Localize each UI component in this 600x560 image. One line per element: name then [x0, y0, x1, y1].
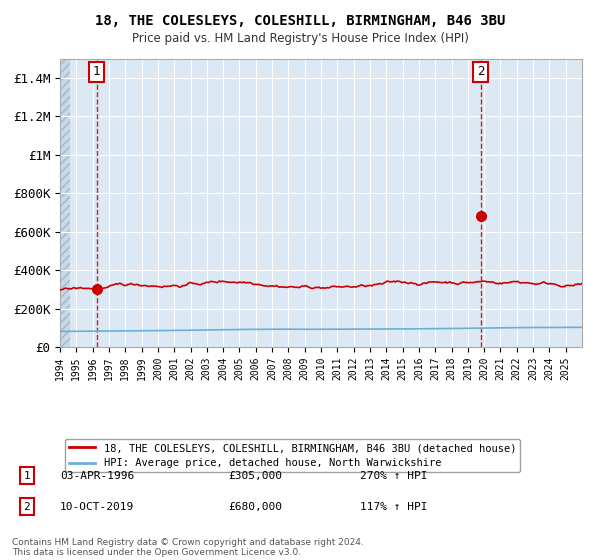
Text: 10-OCT-2019: 10-OCT-2019	[60, 502, 134, 511]
Text: 117% ↑ HPI: 117% ↑ HPI	[360, 502, 427, 511]
Text: £680,000: £680,000	[228, 502, 282, 511]
Text: £305,000: £305,000	[228, 471, 282, 480]
Text: Price paid vs. HM Land Registry's House Price Index (HPI): Price paid vs. HM Land Registry's House …	[131, 32, 469, 45]
Text: 03-APR-1996: 03-APR-1996	[60, 471, 134, 480]
Legend: 18, THE COLESLEYS, COLESHILL, BIRMINGHAM, B46 3BU (detached house), HPI: Average: 18, THE COLESLEYS, COLESHILL, BIRMINGHAM…	[65, 439, 520, 473]
Text: 270% ↑ HPI: 270% ↑ HPI	[360, 471, 427, 480]
Text: 1: 1	[23, 471, 31, 480]
Text: 2: 2	[23, 502, 31, 511]
Text: Contains HM Land Registry data © Crown copyright and database right 2024.
This d: Contains HM Land Registry data © Crown c…	[12, 538, 364, 557]
Text: 2: 2	[477, 66, 484, 78]
Bar	[60, 59, 70, 347]
Text: 1: 1	[93, 66, 100, 78]
Text: 18, THE COLESLEYS, COLESHILL, BIRMINGHAM, B46 3BU: 18, THE COLESLEYS, COLESHILL, BIRMINGHAM…	[95, 14, 505, 28]
